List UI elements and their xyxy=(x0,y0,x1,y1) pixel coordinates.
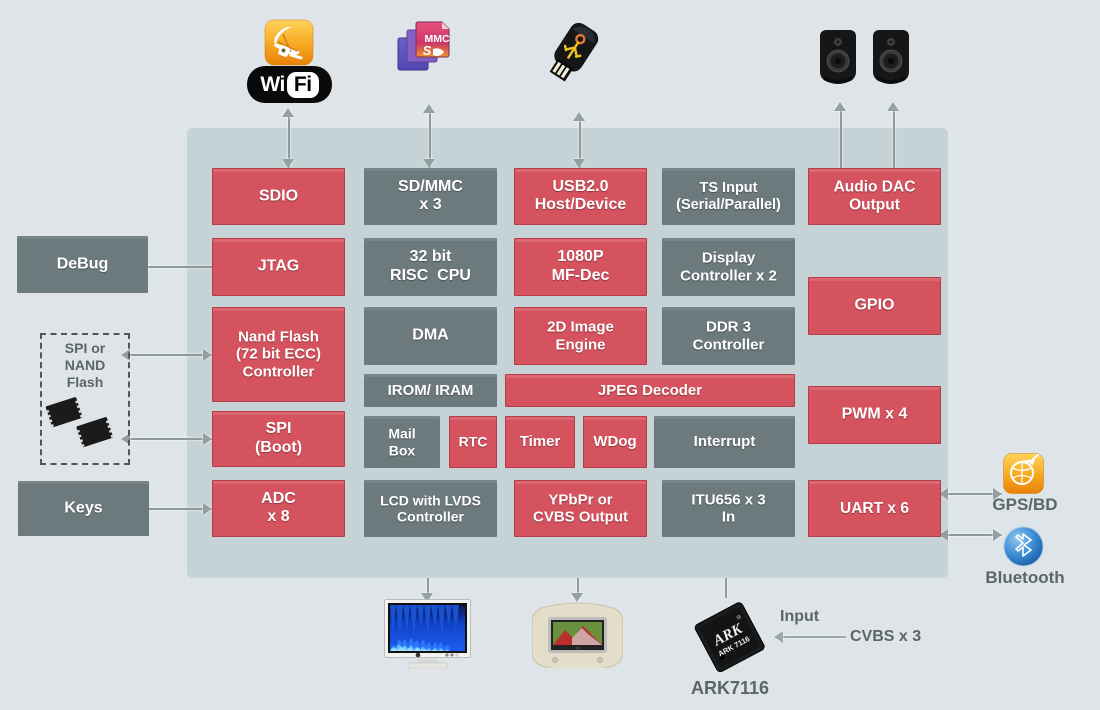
svg-text:S: S xyxy=(423,43,432,58)
